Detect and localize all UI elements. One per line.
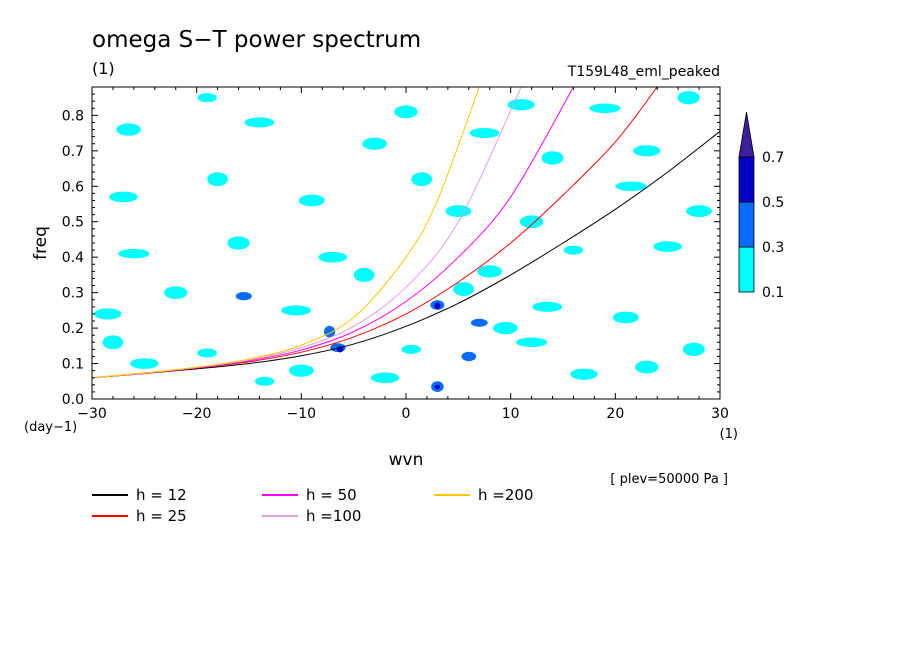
contour-region <box>197 348 217 358</box>
y-tick-label: 0.3 <box>62 286 84 302</box>
legend: h = 12 h = 25 h = 50 h =100 h =200 <box>92 486 533 525</box>
contour-region <box>445 205 472 217</box>
contour-region <box>682 342 705 357</box>
contour-region <box>612 311 639 324</box>
contour-region <box>94 308 122 320</box>
contour-region <box>197 93 217 103</box>
contour-region <box>254 376 275 386</box>
y-axis-unit: (day−1) <box>24 420 77 435</box>
contour-region <box>207 172 229 187</box>
legend-label: h = 12 <box>136 486 187 504</box>
contour-region <box>235 291 252 301</box>
y-tick-label: 0.2 <box>62 321 84 337</box>
contour-region <box>411 172 433 187</box>
level-note: [ plev=50000 Pa ] <box>610 472 728 487</box>
dispersion-curve <box>92 87 522 379</box>
contour-region <box>493 321 518 335</box>
y-tick-label: 0.4 <box>62 250 84 266</box>
contour-region <box>633 145 661 157</box>
contour-region <box>615 181 647 192</box>
dispersion-curve <box>92 87 658 379</box>
y-tick-label: 0.7 <box>62 144 84 160</box>
colorbar-segment <box>738 201 755 248</box>
contour-region <box>109 191 138 203</box>
x-tick-label: 10 <box>502 406 520 422</box>
colorbar-label: 0.7 <box>762 150 784 166</box>
legend-label: h = 25 <box>136 507 187 525</box>
axis-ticks: −30 −20 −10 0 10 20 30 0.0 0.1 0.2 0.3 0.4 0.5 0.6 0.7… <box>62 87 729 422</box>
legend-label: h =100 <box>306 507 361 525</box>
contour-region <box>461 351 477 362</box>
y-tick-label: 0.0 <box>62 392 84 408</box>
x-tick-label: 0 <box>402 406 411 422</box>
y-axis-label: freq <box>31 226 51 260</box>
contour-region <box>362 137 387 150</box>
colorbar-label: 0.3 <box>762 240 784 256</box>
filled-regions <box>94 90 713 392</box>
plot-area: −30 −20 −10 0 10 20 30 0.0 0.1 0.2 0.3 0.4 0.5 0.6 0.7… <box>62 86 729 422</box>
contour-region <box>519 215 544 229</box>
contour-region <box>401 344 421 354</box>
contour-region <box>635 360 659 374</box>
contour-region <box>589 103 621 114</box>
contour-region <box>298 194 325 207</box>
y-tick-label: 0.6 <box>62 179 84 195</box>
contour-region <box>532 301 563 312</box>
contour-region <box>130 358 159 369</box>
contour-region <box>563 245 584 255</box>
contour-region <box>370 372 400 384</box>
chart-title: omega S−T power spectrum <box>92 27 421 53</box>
x-tick-label: −30 <box>77 406 107 422</box>
contour-region <box>686 205 713 217</box>
y-tick-label: 0.1 <box>62 357 84 373</box>
contour-region <box>469 128 500 139</box>
chart-subtitle: (1) <box>92 59 115 78</box>
contour-region <box>516 337 548 348</box>
legend-label: h = 50 <box>306 486 357 504</box>
x-tick-label: 30 <box>711 406 729 422</box>
dispersion-curves <box>92 87 720 379</box>
contour-region <box>227 236 250 250</box>
contour-region <box>434 384 441 390</box>
x-tick-label: −20 <box>182 406 212 422</box>
contour-region <box>453 282 474 297</box>
contour-region <box>434 302 441 310</box>
contour-region <box>281 305 312 316</box>
contour-region <box>541 151 564 165</box>
y-tick-label: 0.8 <box>62 108 84 124</box>
contour-region <box>677 90 700 105</box>
contour-region <box>318 251 348 263</box>
y-tick-label: 0.5 <box>62 215 84 231</box>
contour-region <box>353 267 375 282</box>
contour-region <box>118 248 150 259</box>
colorbar-label: 0.5 <box>762 195 784 211</box>
contour-region <box>653 241 682 252</box>
contour-region <box>477 265 503 278</box>
contour-region <box>244 117 275 128</box>
colorbar: 0.1 0.3 0.5 0.7 <box>738 111 784 301</box>
run-label: T159L48_eml_peaked <box>567 64 720 80</box>
colorbar-segment <box>738 156 755 203</box>
x-tick-label: −10 <box>287 406 317 422</box>
contour-region <box>570 368 598 380</box>
contour-region <box>470 318 488 327</box>
dispersion-curve <box>92 87 480 379</box>
colorbar-label: 0.1 <box>762 285 784 301</box>
x-axis-unit: (1) <box>720 427 738 442</box>
contour-region <box>394 105 418 119</box>
contour-region <box>102 335 124 350</box>
x-tick-label: 20 <box>606 406 624 422</box>
colorbar-extend-arrow <box>738 111 755 158</box>
x-axis-label: wvn <box>389 450 424 470</box>
contour-region <box>288 364 314 377</box>
colorbar-segment <box>738 246 755 293</box>
contour-region <box>116 123 141 136</box>
dispersion-curve <box>92 130 720 379</box>
contour-region <box>164 286 188 300</box>
legend-label: h =200 <box>478 486 533 504</box>
